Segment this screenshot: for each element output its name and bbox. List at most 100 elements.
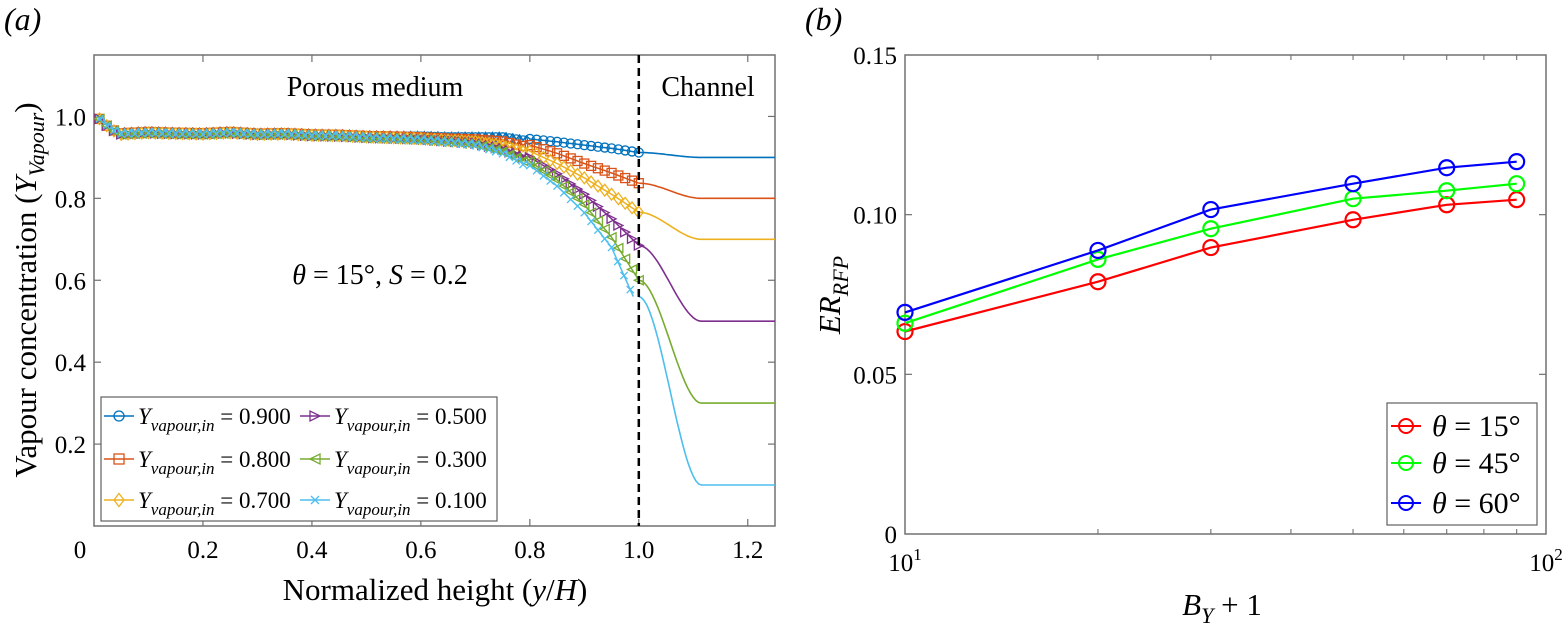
data-point-x [532,166,541,175]
data-point-circle [592,141,604,152]
data-point-x [539,171,548,180]
data-point-diamond [551,156,563,171]
data-point-diamond [613,191,624,206]
legend-marker [1398,495,1414,511]
legend-label: θ = 45° [1432,447,1521,480]
legend-item: θ = 15° [1391,410,1521,443]
legend-marker [1398,418,1414,434]
data-point-triangle-left [380,133,392,145]
data-point-circle [620,145,631,156]
data-point-triangle-left [408,134,420,146]
data-point-x [355,133,364,142]
series-line-channel [638,244,775,322]
data-point-triangle-left [571,192,583,204]
y-title-sub: Vapour [24,112,49,176]
data-point-x [239,129,248,139]
x-tick-base: 10 [1529,550,1554,577]
data-point-x [546,176,555,186]
data-point-x [212,129,221,138]
data-point-square [585,160,597,172]
data-point-triangle-left [135,127,147,140]
x-tick-label: 0.6 [405,537,436,564]
data-point [1089,273,1107,291]
legend-value: = 45° [1447,447,1521,480]
data-point-square [545,146,556,157]
data-point-x [416,136,425,145]
data-point-triangle-left [551,174,563,186]
y-tick-label: 0 [885,522,898,549]
data-point-x [109,126,119,135]
data-point-x [307,132,316,141]
data-point-x [559,188,568,197]
data-point-triangle-left [156,128,168,140]
data-point-triangle-right [620,226,632,238]
legend-item: Yvapour,in = 0.100 [300,488,487,519]
series-line [904,160,1517,314]
panel-b-legend: θ = 15°θ = 45°θ = 60° [1386,402,1538,526]
data-point-triangle-left [319,130,331,142]
data-point-x [260,130,269,139]
data-point-x [219,129,228,138]
data-point-x [430,137,439,146]
data-point-x [491,147,500,156]
data-point-triangle-left [401,134,413,146]
legend-item: Yvapour,in = 0.500 [300,404,487,435]
series-15 [896,191,1526,341]
x-tick-label: 0.2 [187,537,218,564]
legend-symbol: θ [1432,487,1447,520]
data-point-triangle-left [115,128,127,141]
x-title-var-y: y [529,572,546,607]
legend-marker [1398,455,1414,471]
x-tick-base: 10 [888,550,913,577]
series-line-channel [638,279,775,404]
data-point-triangle-left [312,130,324,142]
data-point-triangle-right [309,409,322,423]
data-point-diamond [531,147,542,162]
x-tick-label: 101 [888,545,922,577]
legend-item: Yvapour,in = 0.800 [104,447,291,478]
data-point-x [403,135,412,145]
x-tick-label: 0 [74,537,87,564]
data-point-triangle-left [598,223,610,235]
data-point-x [587,217,596,226]
data-point-triangle-right [592,200,604,213]
data-point-diamond [592,179,604,193]
data-point-triangle-right [613,219,625,232]
b-y-title-var: ER [812,296,847,335]
data-point [1089,241,1107,260]
series-line-channel [638,211,775,241]
data-point-square [565,153,576,164]
x-tick-label: 1.2 [732,537,763,564]
data-point-x [137,129,146,138]
data-point-x [341,132,351,141]
data-point-x [607,243,616,252]
x-title-post: ) [577,572,587,607]
data-point-x [437,138,446,147]
data-point-x [123,129,133,138]
data-point-x [566,195,575,204]
data-point [896,303,914,321]
data-point-x [178,130,187,139]
s-value: = 0.2 [403,260,468,291]
data-point-x [226,129,235,138]
data-point-triangle-left [128,128,141,140]
data-point-x [335,132,344,141]
data-point-x [158,129,167,138]
data-point-x [593,226,602,235]
legend-var: Y [138,488,153,513]
data-point-x [102,121,111,130]
porous-medium-label: Porous medium [287,72,464,103]
data-point-triangle-left [203,128,215,140]
data-point-x [423,137,432,146]
data-point-diamond [626,200,638,215]
legend-sub: vapour,in [347,459,411,478]
data-point-triangle-left [258,129,270,141]
series-line-porous [99,116,640,184]
data-point-x [573,201,582,211]
legend-value: = 0.500 [411,404,487,429]
data-point-square [579,158,590,169]
data-point-circle [524,133,535,145]
data-point-diamond [619,196,631,211]
panel-a-plot-frame [93,54,776,527]
